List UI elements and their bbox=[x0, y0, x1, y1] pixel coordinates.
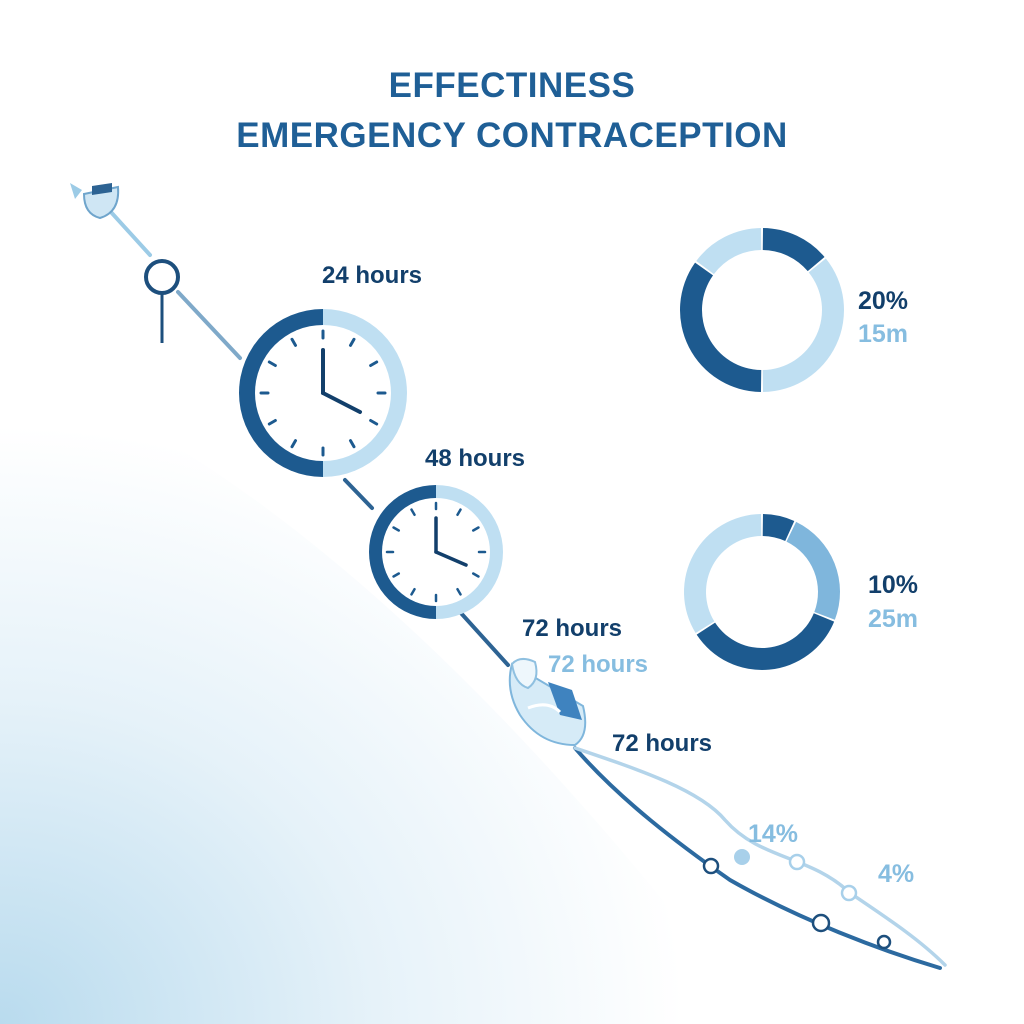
pill-cup-icon bbox=[70, 183, 120, 220]
clock-tick bbox=[392, 526, 401, 532]
donut-segment bbox=[762, 228, 825, 272]
donut-2-percent: 10% bbox=[868, 571, 919, 599]
clock-tick bbox=[410, 508, 416, 517]
timeline-markers bbox=[702, 849, 892, 950]
donut-chart-1 bbox=[680, 228, 844, 392]
tail-value-14: 14% bbox=[748, 820, 799, 848]
clock-tick bbox=[290, 337, 297, 347]
clock-tick bbox=[290, 439, 297, 449]
clock-tick bbox=[410, 587, 416, 596]
donut-segment bbox=[762, 514, 795, 542]
page-title-line-2: EMERGENCY CONTRACEPTION bbox=[236, 116, 788, 155]
donut-segment bbox=[680, 262, 762, 392]
label-48-hours: 48 hours bbox=[425, 445, 526, 472]
label-72-hours-secondary: 72 hours bbox=[548, 651, 649, 678]
clock-tick bbox=[471, 572, 480, 578]
page-title-line-1: EFFECTINESS bbox=[388, 66, 636, 105]
clock-tick bbox=[456, 587, 462, 596]
donut-1-time: 15m bbox=[858, 320, 909, 348]
timeline-path bbox=[98, 198, 947, 970]
tail-value-4: 4% bbox=[878, 860, 915, 888]
donut-1-percent: 20% bbox=[858, 287, 909, 315]
donut-2-time: 25m bbox=[868, 605, 919, 633]
label-24-hours: 24 hours bbox=[322, 262, 423, 289]
donut-segment bbox=[684, 514, 762, 633]
donut-segment bbox=[696, 613, 835, 671]
hand-pill-icon bbox=[508, 658, 587, 747]
clock-tick bbox=[267, 360, 277, 367]
clock-tick bbox=[471, 526, 480, 532]
label-72-hours-primary: 72 hours bbox=[522, 615, 623, 642]
donut-chart-2 bbox=[684, 514, 841, 671]
label-72-hours-tail: 72 hours bbox=[612, 730, 713, 757]
clock-tick bbox=[349, 337, 356, 347]
clock-tick bbox=[267, 419, 277, 426]
donut-segment bbox=[696, 228, 762, 275]
clock-tick bbox=[349, 439, 356, 449]
clock-tick bbox=[369, 419, 379, 426]
clock-icon bbox=[239, 309, 407, 477]
donut-segment bbox=[762, 258, 844, 392]
clock-tick bbox=[392, 572, 401, 578]
magnifier-pin-icon bbox=[144, 259, 180, 343]
donut-segment bbox=[786, 521, 841, 620]
clock-icon bbox=[369, 485, 503, 619]
clock-tick bbox=[369, 360, 379, 367]
clock-tick bbox=[456, 508, 462, 517]
